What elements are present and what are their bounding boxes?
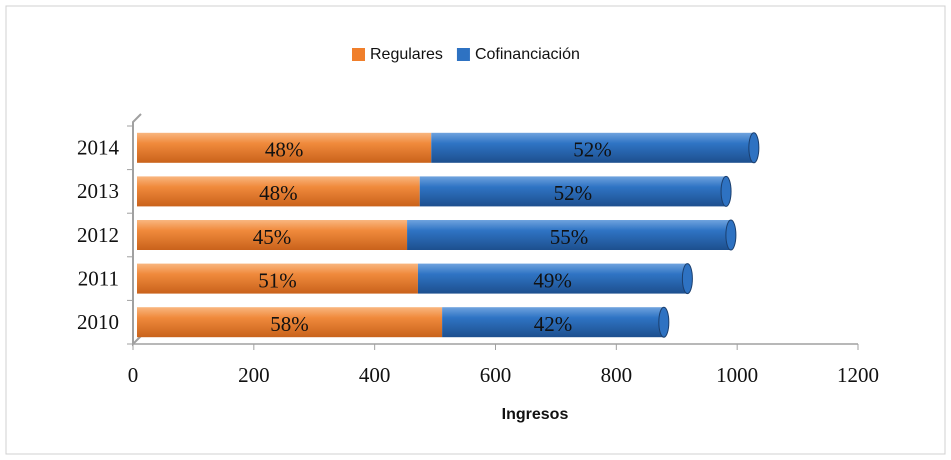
x-tick-label: 1200 [837,363,879,387]
data-label: 42% [534,312,573,336]
y-tick-label: 2013 [77,179,119,203]
x-tick-label: 400 [359,363,391,387]
x-tick-label: 200 [238,363,270,387]
bar-segment [442,307,664,338]
data-label: 51% [258,268,297,292]
bar-segment [137,220,408,250]
bar-segment [419,176,727,207]
bar-segment [137,132,432,163]
x-tick-label: 1000 [716,363,758,387]
data-label: 52% [573,138,612,162]
data-label: 48% [259,181,298,205]
bar-cap [658,306,670,338]
y-tick-label: 2011 [78,266,119,290]
data-label: 45% [253,225,292,249]
y-tick-label: 2010 [77,310,119,334]
data-label: 48% [265,138,304,162]
bar-segment [407,220,731,250]
bar-segment [137,176,420,207]
y-tick-label: 2014 [77,136,120,160]
bar-cap [720,175,732,207]
bar-cap [748,132,760,164]
legend-swatch [352,48,365,61]
data-label: 55% [550,225,589,249]
data-label: 52% [554,181,593,205]
bar-cap [681,263,693,295]
x-tick-label: 0 [128,363,139,387]
bar-segment [137,307,443,338]
legend-label: Cofinanciación [475,46,580,63]
x-axis-label: Ingresos [502,406,569,423]
bar-segment [137,263,418,294]
y-axis [132,113,142,347]
bar-segment [417,263,688,294]
y-tick-label: 2012 [77,223,119,247]
x-tick-label: 800 [601,363,633,387]
legend-swatch [456,48,470,61]
data-label: 49% [533,268,572,292]
data-label: 58% [270,312,309,336]
legend-label: Regulares [370,46,443,63]
bar-segment [431,132,754,163]
x-tick-label: 600 [480,363,512,387]
bar-cap [725,219,737,251]
